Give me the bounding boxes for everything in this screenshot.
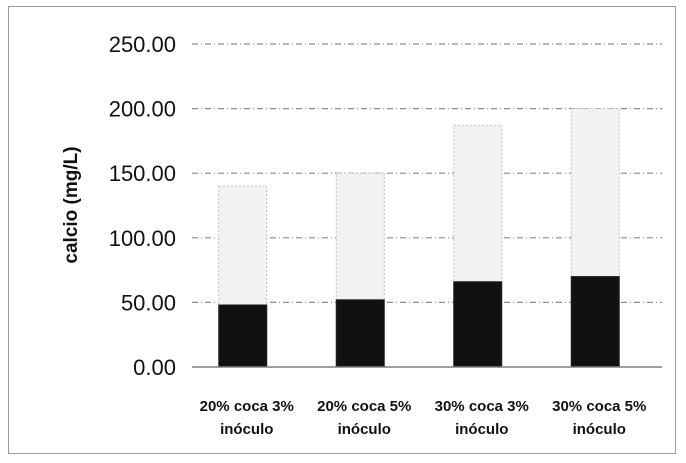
y-tick-label: 50.00 xyxy=(121,290,176,315)
bar-dark xyxy=(335,299,385,368)
bar-dark xyxy=(453,281,503,368)
x-category-label: inóculo xyxy=(338,421,391,438)
bars xyxy=(218,108,620,368)
x-category-label: inóculo xyxy=(573,421,626,438)
y-tick-label: 0.00 xyxy=(133,355,176,380)
x-axis-category-labels: 20% coca 3% inóculo 20% coca 5% inóculo 30% … xyxy=(200,398,647,438)
x-category-label: inóculo xyxy=(220,421,273,438)
bar-dark xyxy=(218,304,268,368)
y-tick-label: 200.00 xyxy=(109,97,176,122)
y-tick-label: 100.00 xyxy=(109,226,176,251)
y-axis-title: calcio (mg/L) xyxy=(61,146,82,263)
x-category-label: 20% coca 5% xyxy=(317,398,411,415)
y-axis-tick-labels: 0.00 50.00 100.00 150.00 200.00 250.00 xyxy=(109,32,176,380)
x-category-label: inóculo xyxy=(455,421,508,438)
y-tick-label: 250.00 xyxy=(109,32,176,57)
bar-dark xyxy=(570,276,620,368)
x-category-label: 20% coca 3% xyxy=(200,398,294,415)
x-category-label: 30% coca 3% xyxy=(435,398,529,415)
y-tick-label: 150.00 xyxy=(109,161,176,186)
x-category-label: 30% coca 5% xyxy=(552,398,646,415)
